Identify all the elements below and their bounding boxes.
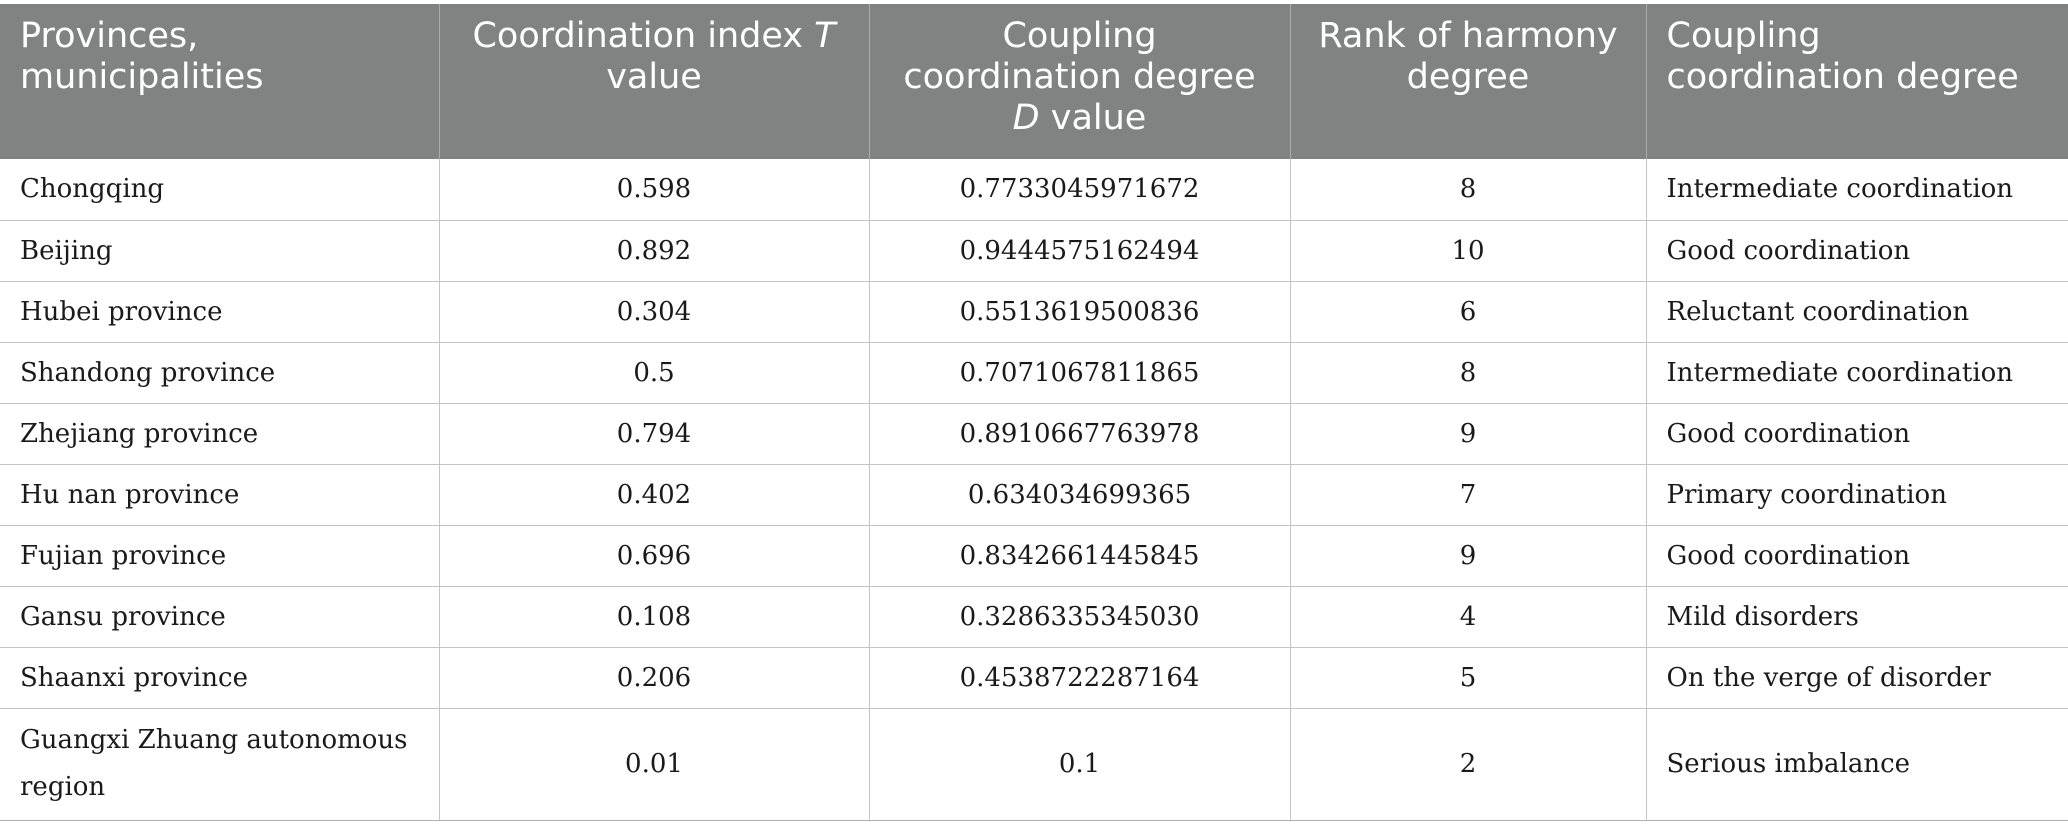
table-row: Gansu province 0.108 0.3286335345030 4 M… xyxy=(0,586,2068,648)
d-value-cell: 0.9444575162494 xyxy=(869,220,1291,282)
d-value-cell: 0.8910667763978 xyxy=(869,403,1291,465)
header-d-value: Coupling coordination degree D value xyxy=(869,4,1291,159)
region-cell: Guangxi Zhuang autonomous region xyxy=(0,708,440,821)
t-value-cell: 0.598 xyxy=(439,159,870,221)
d-value-cell: 0.8342661445845 xyxy=(869,525,1291,587)
d-value-cell: 0.1 xyxy=(869,708,1291,821)
header-coupling-degree: Coupling coordination degree xyxy=(1646,4,2068,159)
d-value-cell: 0.634034699365 xyxy=(869,464,1291,526)
rank-cell: 10 xyxy=(1290,220,1647,282)
rank-cell: 7 xyxy=(1290,464,1647,526)
d-value-cell: 0.7071067811865 xyxy=(869,342,1291,404)
region-cell: Chongqing xyxy=(0,159,440,221)
t-value-cell: 0.794 xyxy=(439,403,870,465)
d-value-cell: 0.4538722287164 xyxy=(869,647,1291,709)
region-cell: Shaanxi province xyxy=(0,647,440,709)
t-value-cell: 0.304 xyxy=(439,281,870,343)
region-cell: Zhejiang province xyxy=(0,403,440,465)
rank-cell: 9 xyxy=(1290,525,1647,587)
header-row: Provinces, municipalities Coordination i… xyxy=(0,4,2068,159)
rank-cell: 4 xyxy=(1290,586,1647,648)
degree-cell: On the verge of disorder xyxy=(1646,647,2068,709)
t-value-cell: 0.01 xyxy=(439,708,870,821)
t-value-cell: 0.5 xyxy=(439,342,870,404)
region-cell: Gansu province xyxy=(0,586,440,648)
table-row: Beijing 0.892 0.9444575162494 10 Good co… xyxy=(0,220,2068,282)
degree-cell: Primary coordination xyxy=(1646,464,2068,526)
table-header: Provinces, municipalities Coordination i… xyxy=(0,4,2068,159)
rank-cell: 8 xyxy=(1290,159,1647,221)
t-value-cell: 0.892 xyxy=(439,220,870,282)
rank-cell: 6 xyxy=(1290,281,1647,343)
degree-cell: Intermediate coordination xyxy=(1646,159,2068,221)
t-value-cell: 0.402 xyxy=(439,464,870,526)
region-cell: Beijing xyxy=(0,220,440,282)
d-value-cell: 0.3286335345030 xyxy=(869,586,1291,648)
region-cell: Hu nan province xyxy=(0,464,440,526)
degree-cell: Reluctant coordination xyxy=(1646,281,2068,343)
table-row: Hubei province 0.304 0.5513619500836 6 R… xyxy=(0,281,2068,343)
t-value-cell: 0.108 xyxy=(439,586,870,648)
rank-cell: 8 xyxy=(1290,342,1647,404)
degree-cell: Good coordination xyxy=(1646,403,2068,465)
region-cell: Hubei province xyxy=(0,281,440,343)
table-row: Chongqing 0.598 0.7733045971672 8 Interm… xyxy=(0,159,2068,221)
degree-cell: Mild disorders xyxy=(1646,586,2068,648)
degree-cell: Serious imbalance xyxy=(1646,708,2068,821)
rank-cell: 2 xyxy=(1290,708,1647,821)
d-value-cell: 0.7733045971672 xyxy=(869,159,1291,221)
degree-cell: Intermediate coordination xyxy=(1646,342,2068,404)
header-provinces: Provinces, municipalities xyxy=(0,4,440,159)
t-value-cell: 0.206 xyxy=(439,647,870,709)
table-row: Fujian province 0.696 0.8342661445845 9 … xyxy=(0,525,2068,587)
table-body: Chongqing 0.598 0.7733045971672 8 Interm… xyxy=(0,159,2068,821)
table-row: Guangxi Zhuang autonomous region 0.01 0.… xyxy=(0,708,2068,821)
degree-cell: Good coordination xyxy=(1646,220,2068,282)
t-value-cell: 0.696 xyxy=(439,525,870,587)
rank-cell: 9 xyxy=(1290,403,1647,465)
region-cell: Shandong province xyxy=(0,342,440,404)
d-value-cell: 0.5513619500836 xyxy=(869,281,1291,343)
coupling-coordination-table: Provinces, municipalities Coordination i… xyxy=(0,4,2068,821)
header-rank: Rank of harmony degree xyxy=(1290,4,1647,159)
table-row: Shaanxi province 0.206 0.4538722287164 5… xyxy=(0,647,2068,709)
region-cell: Fujian province xyxy=(0,525,440,587)
table-row: Zhejiang province 0.794 0.8910667763978 … xyxy=(0,403,2068,465)
table-row: Hu nan province 0.402 0.634034699365 7 P… xyxy=(0,464,2068,526)
degree-cell: Good coordination xyxy=(1646,525,2068,587)
rank-cell: 5 xyxy=(1290,647,1647,709)
table-row: Shandong province 0.5 0.7071067811865 8 … xyxy=(0,342,2068,404)
header-coordination-index: Coordination index T value xyxy=(439,4,870,159)
